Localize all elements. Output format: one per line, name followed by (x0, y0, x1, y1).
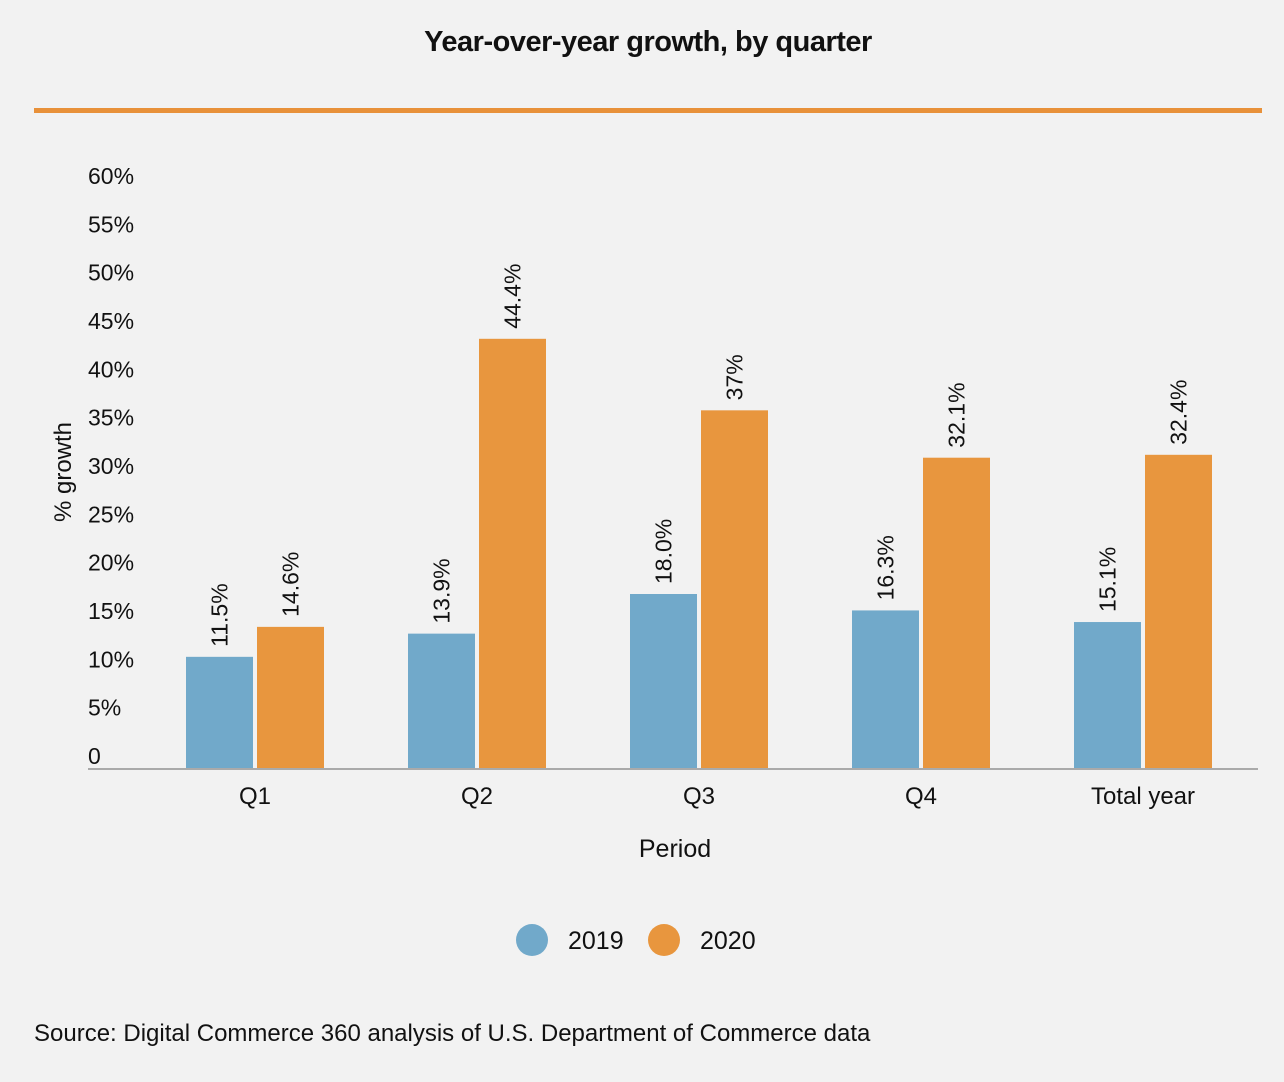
bar-value-label: 16.3% (873, 535, 899, 600)
y-tick-label: 30% (88, 453, 134, 479)
x-tick-label: Q2 (461, 783, 493, 810)
bar-value-label: 15.1% (1095, 547, 1121, 612)
bar-chart: 0 5% 10% 15% 20% 25% 30% 35% 40% 45% 50% 55% 60% 11.… (50, 163, 1258, 956)
bars (186, 338, 1212, 768)
y-axis-ticks: 0 5% 10% 15% 20% 25% 30% 35% 40% 45% 50% 55% 60% (88, 163, 134, 769)
y-tick-label: 40% (88, 356, 134, 382)
bar-value-label: 32.1% (944, 382, 970, 447)
legend-swatch-2020 (648, 924, 680, 956)
y-axis-title: % growth (50, 422, 77, 522)
bar-2020-total-year (1145, 454, 1212, 768)
legend-label-2019: 2019 (568, 927, 624, 955)
x-tick-label: Q1 (239, 783, 271, 810)
y-tick-label: 25% (88, 501, 134, 527)
x-tick-label: Q3 (683, 783, 715, 810)
legend: 2019 2020 (516, 924, 756, 956)
y-tick-label: 60% (88, 163, 134, 189)
bar-value-label: 37% (722, 354, 748, 400)
x-axis-ticks: Q1 Q2 Q3 Q4 Total year (239, 783, 1195, 810)
bar-value-label: 13.9% (429, 558, 455, 623)
bar-2019-q4 (852, 610, 919, 768)
y-tick-label: 0 (88, 743, 101, 769)
y-tick-label: 50% (88, 260, 134, 286)
bar-2020-q3 (701, 410, 768, 768)
bar-2019-q3 (630, 594, 697, 768)
bar-value-label: 32.4% (1166, 380, 1192, 445)
bar-value-label: 11.5% (207, 583, 233, 647)
bar-value-label: 14.6% (278, 552, 304, 617)
title-rule (34, 108, 1262, 113)
bar-value-label: 44.4% (500, 264, 526, 329)
x-tick-label: Total year (1091, 783, 1195, 810)
x-axis-title: Period (639, 835, 711, 863)
source-note: Source: Digital Commerce 360 analysis of… (34, 1020, 871, 1047)
bar-2019-total-year (1074, 622, 1141, 768)
y-tick-label: 15% (88, 598, 134, 624)
y-tick-label: 20% (88, 550, 134, 576)
bar-2019-q2 (408, 633, 475, 768)
x-tick-label: Q4 (905, 783, 937, 810)
bar-2019-q1 (186, 656, 253, 768)
y-tick-label: 10% (88, 646, 134, 672)
legend-swatch-2019 (516, 924, 548, 956)
y-tick-label: 35% (88, 405, 134, 431)
y-tick-label: 45% (88, 308, 134, 334)
bar-2020-q2 (479, 338, 546, 768)
bar-value-label: 18.0% (651, 519, 677, 584)
bar-data-labels: 11.5% 14.6% 13.9% 44.4% 18.0% 37% 16.3% 32.1% 15… (207, 264, 1192, 647)
chart-title: Year-over-year growth, by quarter (424, 26, 872, 58)
legend-label-2020: 2020 (700, 927, 756, 955)
bar-2020-q1 (257, 626, 324, 768)
bar-2020-q4 (923, 457, 990, 768)
y-tick-label: 55% (88, 211, 134, 237)
y-tick-label: 5% (88, 695, 121, 721)
